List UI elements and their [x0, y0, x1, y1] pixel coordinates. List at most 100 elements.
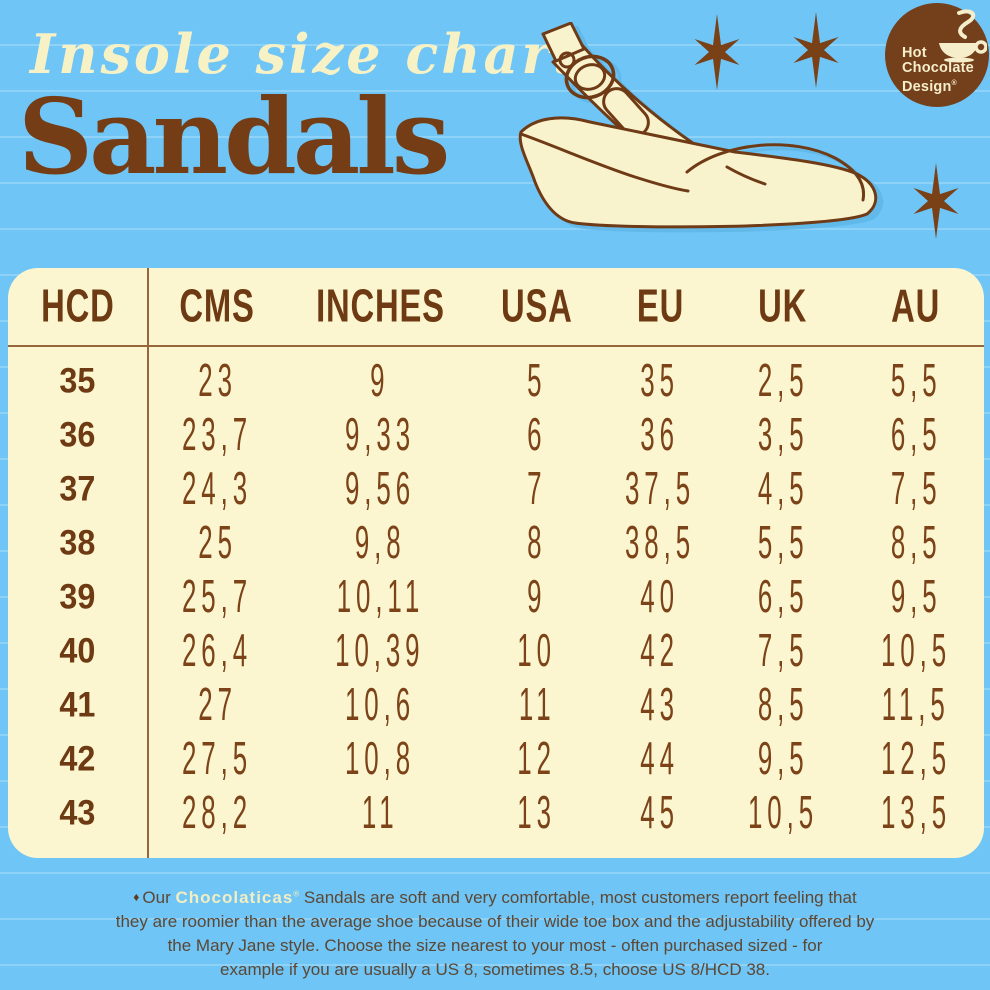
page-title: Sandals: [18, 75, 450, 198]
size-cell: 12,5: [880, 732, 951, 785]
size-cell: 43: [640, 678, 680, 731]
size-cell: 7: [527, 462, 547, 515]
size-cell: 5,5: [757, 516, 809, 569]
size-cell: 8: [527, 516, 547, 569]
size-cell: 38,5: [624, 516, 695, 569]
size-cell: 7,5: [757, 624, 809, 677]
size-cell: 2,5: [757, 354, 809, 407]
star-icon: [913, 163, 959, 239]
size-cell: 10,5: [747, 786, 818, 839]
table-row: 41 27 10,6 11 43 8,5 11,5: [8, 678, 984, 732]
size-cell: 27: [198, 678, 237, 731]
size-cell: 9,5: [757, 732, 809, 785]
size-cell: 6,5: [890, 408, 942, 461]
size-cell: 8,5: [890, 516, 942, 569]
table-row: 42 27,5 10,8 12 44 9,5 12,5: [8, 732, 984, 786]
size-cell: 6,5: [757, 570, 809, 623]
size-cell: 9: [370, 354, 390, 407]
size-cell: 3,5: [757, 408, 809, 461]
hcd-size-cell: 41: [59, 684, 96, 725]
table-body: 35 23 9 5 35 2,5 5,5 36 23,7 9,33 6 36 3,5 6,5 37 24,3 9…: [8, 347, 984, 858]
column-divider: [147, 268, 149, 858]
hcd-size-cell: 38: [59, 522, 96, 563]
size-cell: 11: [518, 678, 556, 731]
size-cell: 10,8: [344, 732, 415, 785]
table-row: 39 25,7 10,11 9 40 6,5 9,5: [8, 570, 984, 624]
size-cell: 10,5: [880, 624, 951, 677]
size-cell: 44: [640, 732, 680, 785]
size-cell: 10: [517, 624, 557, 677]
size-cell: 24,3: [182, 462, 253, 515]
size-cell: 9: [527, 570, 547, 623]
size-cell: 35: [640, 354, 680, 407]
size-cell: 36: [640, 408, 680, 461]
size-cell: 40: [640, 570, 680, 623]
size-cell: 9,5: [890, 570, 942, 623]
size-cell: 11: [361, 786, 399, 839]
subtitle-script: Insole size chart: [30, 22, 581, 86]
column-header-eu: EU: [636, 280, 684, 332]
hot-chocolate-cup-icon: [939, 9, 987, 63]
column-header-uk: UK: [758, 280, 808, 332]
registered-mark: ®: [951, 80, 957, 87]
size-cell: 8,5: [757, 678, 809, 731]
size-cell: 37,5: [624, 462, 695, 515]
size-cell: 12: [517, 732, 557, 785]
hcd-size-cell: 36: [59, 414, 96, 455]
hcd-size-cell: 39: [59, 576, 96, 617]
footer-line-1: ♦ Our Chocolaticas® Sandals are soft and …: [133, 888, 857, 907]
header-divider: [8, 345, 984, 347]
size-cell: 23: [198, 354, 237, 407]
table-row: 37 24,3 9,56 7 37,5 4,5 7,5: [8, 462, 984, 516]
brand-line-3: Design®: [902, 78, 957, 95]
table-header-row: HCD CMS INCHES USA EU UK AU: [8, 268, 984, 345]
column-header-inches: INCHES: [315, 280, 445, 332]
brand-line-2: Chocolate: [902, 60, 974, 76]
size-cell: 10,39: [335, 624, 425, 677]
size-cell: 26,4: [182, 624, 253, 677]
hcd-size-cell: 35: [59, 360, 96, 401]
star-icon: [694, 14, 740, 90]
column-header-cms: CMS: [179, 280, 256, 332]
footer-line-3: the Mary Jane style. Choose the size nea…: [167, 936, 823, 956]
size-table: HCD CMS INCHES USA EU UK AU 35 23 9 5 35 2,5 5,5 36 23…: [8, 268, 984, 858]
size-cell: 11,5: [881, 678, 951, 731]
size-cell: 27,5: [182, 732, 253, 785]
table-row: 36 23,7 9,33 6 36 3,5 6,5: [8, 408, 984, 462]
size-cell: 5: [527, 354, 547, 407]
size-cell: 9,56: [344, 462, 415, 515]
brand-line-1: Hot: [902, 45, 927, 61]
footer-line-2: they are roomier than the average shoe b…: [115, 912, 875, 932]
footer-note: ♦ Our Chocolaticas® Sandals are soft and …: [0, 886, 990, 983]
size-cell: 9,8: [354, 516, 406, 569]
diamond-bullet-icon: ♦: [133, 890, 140, 904]
size-cell: 13,5: [880, 786, 951, 839]
table-row: 43 28,2 11 13 45 10,5 13,5: [8, 786, 984, 840]
size-cell: 10,11: [336, 570, 424, 623]
size-cell: 7,5: [890, 462, 942, 515]
size-cell: 25,7: [182, 570, 253, 623]
size-cell: 13: [517, 786, 557, 839]
brand-logo-text: Hot Chocolate Design®: [902, 46, 974, 95]
size-cell: 25: [198, 516, 237, 569]
table-row: 35 23 9 5 35 2,5 5,5: [8, 354, 984, 408]
sandal-illustration: [518, 22, 878, 229]
size-cell: 9,33: [344, 408, 415, 461]
star-icon: [793, 12, 839, 88]
size-cell: 5,5: [890, 354, 942, 407]
size-cell: 28,2: [182, 786, 253, 839]
footer-line-4: example if you are usually a US 8, somet…: [220, 960, 770, 980]
size-cell: 42: [640, 624, 680, 677]
hcd-size-cell: 37: [59, 468, 96, 509]
table-row: 38 25 9,8 8 38,5 5,5 8,5: [8, 516, 984, 570]
column-header-usa: USA: [501, 280, 573, 332]
table-row: 40 26,4 10,39 10 42 7,5 10,5: [8, 624, 984, 678]
column-header-hcd: HCD: [40, 280, 115, 332]
size-cell: 4,5: [757, 462, 809, 515]
hcd-size-cell: 40: [59, 630, 96, 671]
size-cell: 6: [527, 408, 547, 461]
hcd-size-cell: 43: [59, 792, 96, 833]
size-cell: 45: [640, 786, 680, 839]
brand-word: Chocolaticas: [175, 888, 294, 907]
